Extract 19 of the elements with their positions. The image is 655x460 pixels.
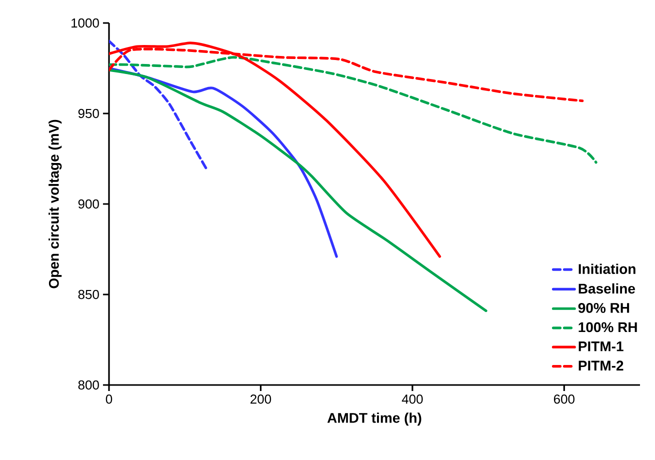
y-tick-label: 900 (78, 199, 99, 209)
y-tick-label: 800 (78, 380, 99, 390)
legend-label: 90% RH (578, 302, 630, 313)
x-axis-title: AMDT time (h) (327, 412, 422, 426)
y-tick-label: 950 (78, 108, 99, 118)
line-series (109, 68, 488, 312)
y-tick-label: 1000 (72, 18, 99, 28)
x-tick-label: 0 (106, 394, 112, 404)
x-tick-label: 200 (250, 394, 272, 404)
x-tick-label: 600 (554, 394, 574, 404)
x-tick-label: 400 (402, 394, 423, 404)
line-series (109, 56, 598, 164)
legend-label: PITM-2 (578, 360, 624, 370)
y-axis-title: Open circuit voltage (mV) (48, 120, 62, 288)
legend-label: PITM-1 (578, 342, 624, 352)
legend-label: Baseline (578, 283, 635, 294)
legend-label: Initiation (578, 264, 636, 274)
y-tick-label: 850 (78, 290, 99, 300)
legend-label: 100% RH (578, 322, 637, 332)
